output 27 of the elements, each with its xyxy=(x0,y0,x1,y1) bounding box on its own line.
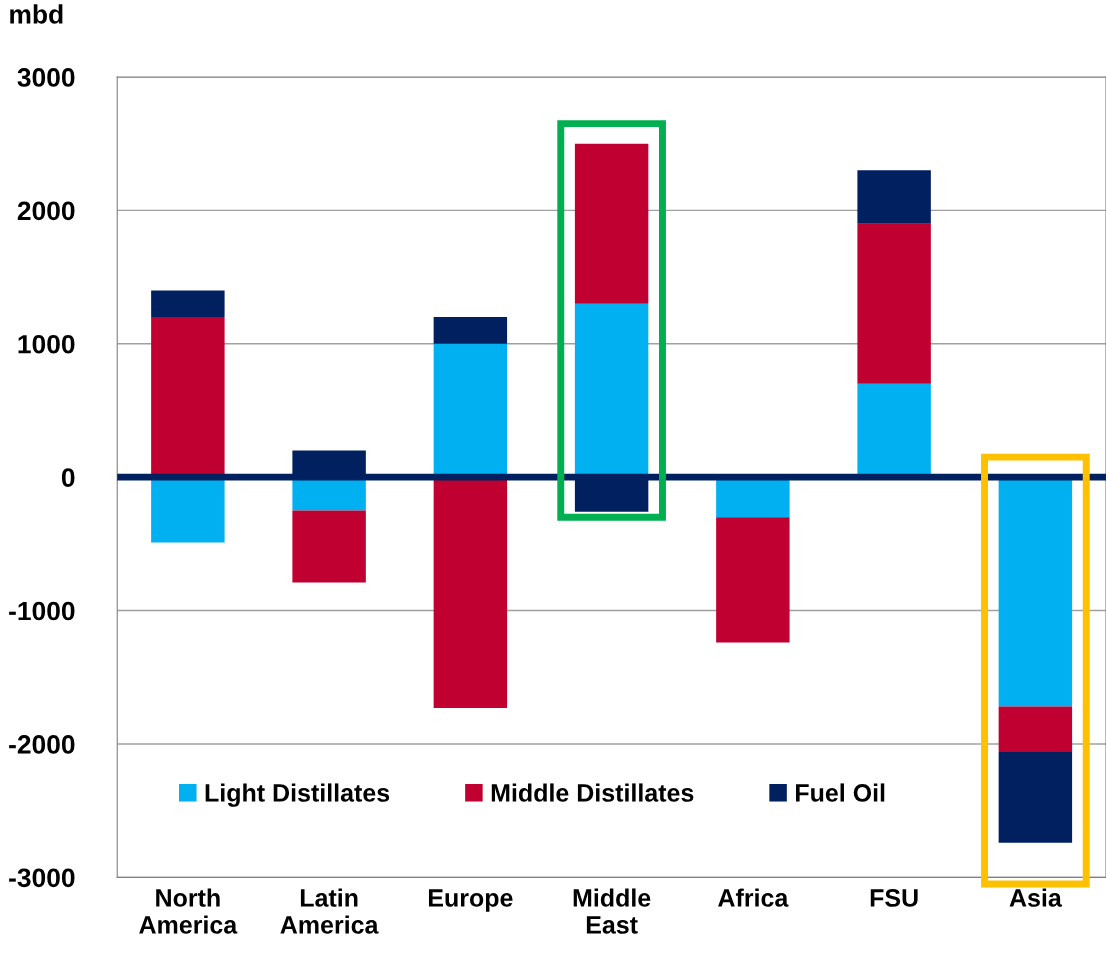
legend-label: Fuel Oil xyxy=(796,783,885,802)
bar xyxy=(998,706,1073,752)
x-tick-label: Asia xyxy=(1009,888,1062,907)
x-tick-label: FSU xyxy=(870,889,918,907)
x-tick-label: North America xyxy=(139,888,238,934)
bar xyxy=(857,170,931,224)
legend-label: Light Distillates xyxy=(205,783,390,807)
bar xyxy=(574,143,649,304)
x-tick-label: Africa xyxy=(718,888,789,907)
x-tick-label: Middle East xyxy=(573,888,651,934)
bar xyxy=(151,290,225,318)
bar xyxy=(433,317,508,344)
y-tick-label: -2000 xyxy=(9,735,75,754)
bar xyxy=(292,510,366,583)
y-tick-label: -1000 xyxy=(9,601,75,621)
legend-label: Middle Distillates xyxy=(491,783,694,802)
x-tick-label: Latin America xyxy=(280,888,379,934)
bar xyxy=(716,517,790,643)
x-tick-label: Europe xyxy=(428,889,513,912)
bar xyxy=(998,751,1073,843)
y-tick-label: 3000 xyxy=(17,68,75,87)
bar xyxy=(857,223,931,384)
y-tick-label: 0 xyxy=(61,468,75,487)
y-axis-title: mbd xyxy=(10,4,63,24)
y-tick-label: 1000 xyxy=(18,334,75,354)
y-tick-label: -3000 xyxy=(9,868,75,888)
y-tick-label: 2000 xyxy=(17,201,75,221)
